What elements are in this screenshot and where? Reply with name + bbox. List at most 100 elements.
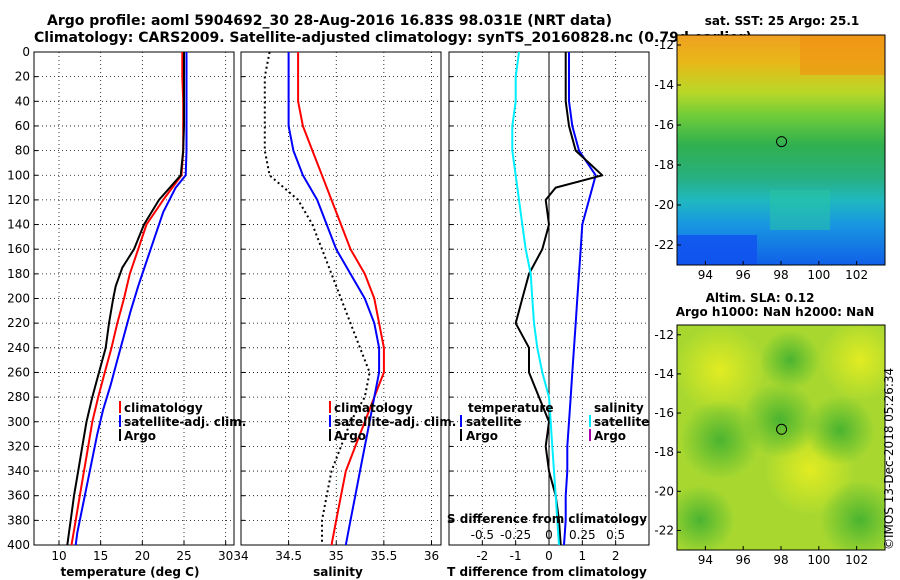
- sst-map-title: sat. SST: 25 Argo: 25.1: [705, 14, 859, 28]
- depth-tick-label: 80: [15, 144, 30, 158]
- salinity-profiles: [263, 51, 385, 546]
- x-tick-label: 2: [612, 549, 620, 563]
- x-tick-label: -2: [476, 549, 488, 563]
- depth-tick-label: 400: [7, 538, 30, 552]
- sst-mid-patch: [770, 190, 830, 230]
- x-tick-label: 36: [424, 549, 439, 563]
- temperature-legend: climatology satellite-adj. clim. Argo: [119, 401, 246, 443]
- latitude-tick-label: -12: [654, 38, 674, 52]
- sla-low-blob: [742, 382, 818, 458]
- difference-grid: [449, 51, 649, 546]
- x-tick-label: 1: [579, 549, 587, 563]
- sla-high-blob: [677, 325, 765, 415]
- salinity-axis-label: salinity: [313, 565, 363, 579]
- depth-tick-label: 340: [7, 464, 30, 478]
- salinity-grid: [240, 51, 441, 546]
- legend-label-satellite: satellite-adj. clim.: [124, 415, 246, 429]
- copyright-timestamp: ©IMOS 13-Dec-2018 05:26:34: [882, 368, 896, 550]
- series-argo: [66, 52, 185, 546]
- x-tick-label: 35: [329, 549, 344, 563]
- longitude-tick-label: 98: [773, 268, 788, 282]
- latitude-tick-label: -16: [654, 118, 674, 132]
- latitude-tick-label: -18: [654, 445, 674, 459]
- t-difference-axis-label: T difference from climatology: [447, 565, 647, 579]
- s-tick-label: 0.25: [569, 528, 596, 542]
- depth-tick-label: 260: [7, 365, 30, 379]
- sla-argo-location-marker: [776, 423, 788, 435]
- sst-map-panel: sat. SST: 25 Argo: 25.1 94 96 98 100 102 -12…: [654, 14, 886, 282]
- legend-title-salinity: salinity: [594, 401, 644, 415]
- t-difference-tick-labels: -2 -1 0 1 2: [476, 549, 619, 563]
- series-argo-t: [514, 52, 604, 546]
- x-tick-label: 0: [545, 549, 553, 563]
- latitude-tick-label: -22: [654, 523, 674, 537]
- longitude-tick-label: 100: [807, 268, 830, 282]
- depth-tick-label: 360: [7, 489, 30, 503]
- figure-title-line1: Argo profile: aoml 5904692_30 28-Aug-201…: [47, 13, 612, 29]
- sla-low-blob: [680, 400, 760, 480]
- salinity-panel: 34 34.5 35 35.5 36 salinity climatology sate…: [233, 51, 456, 579]
- x-tick-label: 34: [233, 549, 248, 563]
- latitude-tick-label: -20: [654, 484, 674, 498]
- series-satellite-adj-clim: [74, 52, 188, 546]
- depth-tick-label: 300: [7, 415, 30, 429]
- depth-tick-label: 220: [7, 316, 30, 330]
- sst-warm-patch: [800, 35, 885, 75]
- sst-latitude-labels: -12 -14 -16 -18 -20 -22: [654, 38, 681, 252]
- series-argo: [263, 51, 371, 545]
- s-difference-axis-label: S difference from climatology: [447, 512, 647, 526]
- x-tick-label: 34.5: [275, 549, 302, 563]
- sla-latitude-labels: -12 -14 -16 -18 -20 -22: [654, 328, 681, 537]
- legend-label-argo: Argo: [334, 429, 366, 443]
- sst-map-field: [677, 35, 885, 265]
- depth-tick-label: 180: [7, 267, 30, 281]
- x-tick-label: 10: [51, 549, 66, 563]
- sla-map-field: [677, 325, 885, 550]
- s-difference-tick-labels: -0.5 -0.25 0 0.25 0.5: [471, 528, 626, 542]
- longitude-tick-label: 96: [736, 553, 751, 567]
- series-satellite-s: [511, 51, 560, 546]
- depth-tick-label: 200: [7, 292, 30, 306]
- legend-label-argo: Argo: [124, 429, 156, 443]
- temperature-tick-labels: 10 15 20 25 30: [51, 549, 233, 563]
- salinity-tick-labels: 34 34.5 35 35.5 36: [233, 549, 439, 563]
- latitude-tick-label: -18: [654, 158, 674, 172]
- sla-low-blob: [760, 330, 820, 390]
- depth-tick-label: 0: [22, 45, 30, 59]
- difference-panel: -2 -1 0 1 2 -0.5 -0.25 0 0.25 0.5 S difference f…: [447, 51, 650, 579]
- latitude-tick-label: -14: [654, 367, 674, 381]
- sst-argo-location-marker: [776, 136, 788, 148]
- x-tick-label: 25: [176, 549, 191, 563]
- depth-tick-label: 100: [7, 168, 30, 182]
- sla-map-title-line2: Argo h1000: NaN h2000: NaN: [676, 305, 875, 319]
- depth-tick-label: 60: [15, 119, 30, 133]
- sla-map-panel: Altim. SLA: 0.12 Argo h1000: NaN h2000: …: [654, 291, 886, 567]
- latitude-tick-label: -22: [654, 238, 674, 252]
- difference-profiles: [511, 51, 604, 546]
- figure-title-line2: Climatology: CARS2009. Satellite-adjuste…: [34, 30, 752, 46]
- temperature-profiles: [66, 52, 188, 546]
- longitude-tick-label: 98: [773, 553, 788, 567]
- series-satellite-adj-clim: [287, 52, 381, 546]
- x-tick-label: 35.5: [370, 549, 397, 563]
- longitude-tick-label: 94: [698, 268, 713, 282]
- legend-label-argo-s: Argo: [594, 429, 626, 443]
- legend-label-climatology: climatology: [124, 401, 203, 415]
- legend-label-satellite: satellite-adj. clim.: [334, 415, 456, 429]
- depth-tick-label: 20: [15, 70, 30, 84]
- x-tick-label: -1: [510, 549, 522, 563]
- difference-legend: temperature satellite Argo salinity sate…: [460, 401, 649, 443]
- latitude-tick-label: -20: [654, 198, 674, 212]
- s-tick-label: -0.5: [471, 528, 494, 542]
- temperature-panel: 0 20 40 60 80 100 120 140 160 180 200 220 240 260 280 3…: [7, 45, 246, 579]
- sla-low-blob: [820, 480, 885, 550]
- x-tick-label: 30: [218, 549, 233, 563]
- latitude-tick-label: -14: [654, 78, 674, 92]
- longitude-tick-label: 96: [736, 268, 751, 282]
- s-tick-label: 0.5: [606, 528, 625, 542]
- depth-tick-label: 240: [7, 341, 30, 355]
- legend-label-argo-t: Argo: [466, 429, 498, 443]
- longitude-tick-label: 94: [698, 553, 713, 567]
- series-satellite-t: [563, 52, 597, 546]
